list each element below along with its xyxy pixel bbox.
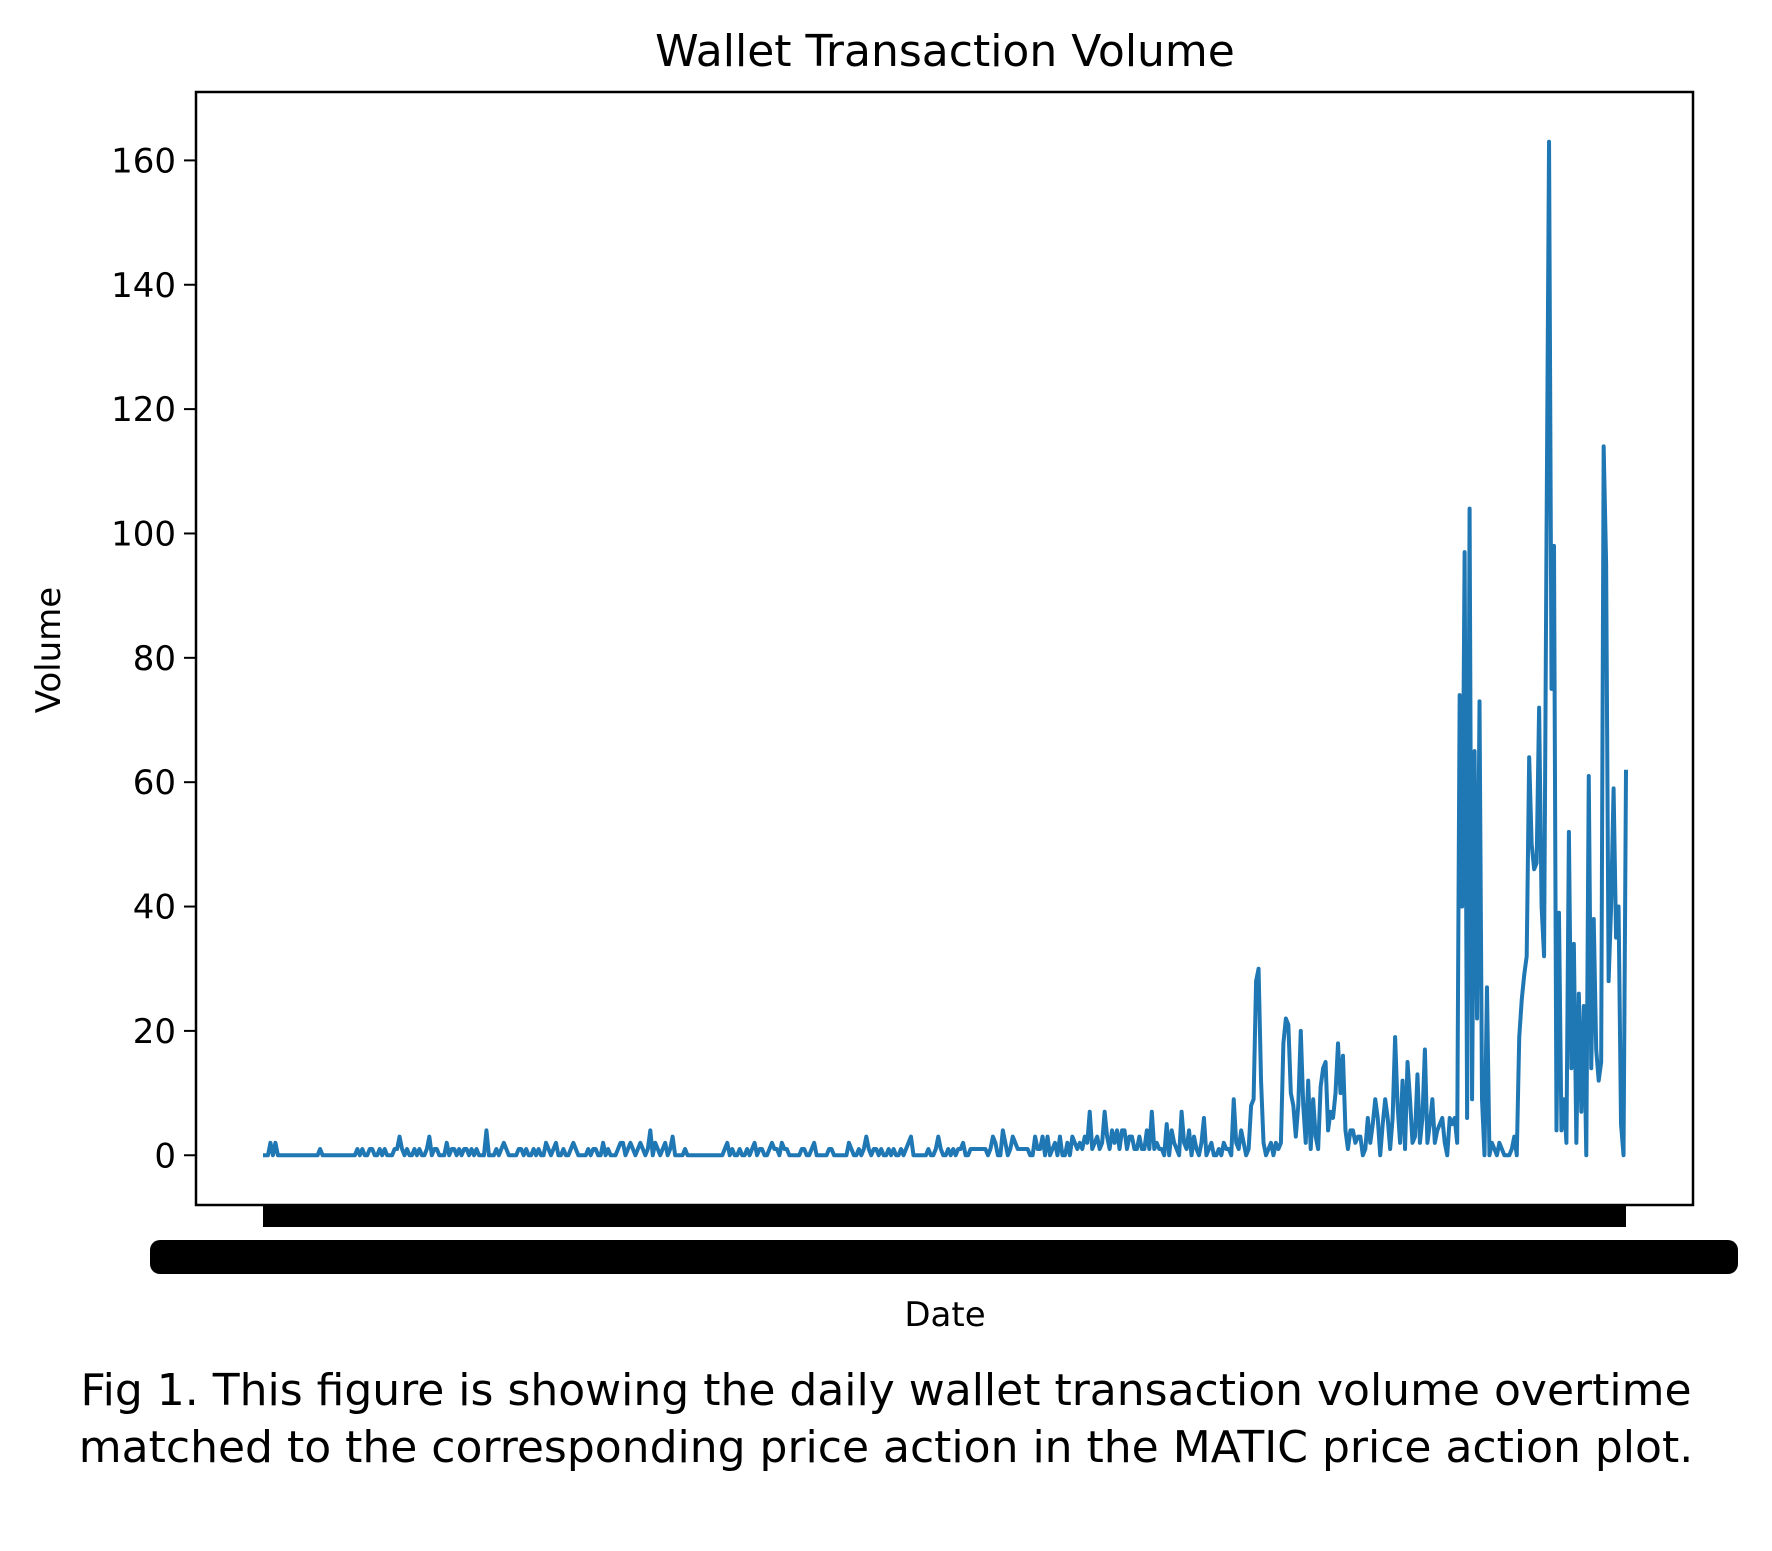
x-axis-label: Date <box>904 1295 985 1335</box>
x-tick-labels-overlapped <box>150 1240 1738 1274</box>
y-tick-label: 40 <box>133 888 176 928</box>
y-tick-label: 100 <box>111 514 176 554</box>
series-line <box>263 139 1628 1158</box>
y-tick-label: 60 <box>133 763 176 803</box>
y-axis: 0 20 40 60 80 100 120 140 160 <box>111 141 196 1176</box>
x-axis <box>150 1205 1738 1274</box>
chart-title: Wallet Transaction Volume <box>655 26 1235 77</box>
y-tick-label: 0 <box>154 1136 176 1176</box>
y-tick-label: 160 <box>111 141 176 181</box>
y-tick-label: 20 <box>133 1012 176 1052</box>
y-tick-label: 120 <box>111 390 176 430</box>
y-tick-label: 80 <box>133 639 176 679</box>
figure-caption: Fig 1. This figure is showing the daily … <box>78 1365 1694 1473</box>
y-axis-label: Volume <box>29 587 69 713</box>
x-tick-marks <box>263 1205 1626 1227</box>
plot-frame <box>194 90 1695 1207</box>
y-tick-label: 140 <box>111 266 176 306</box>
